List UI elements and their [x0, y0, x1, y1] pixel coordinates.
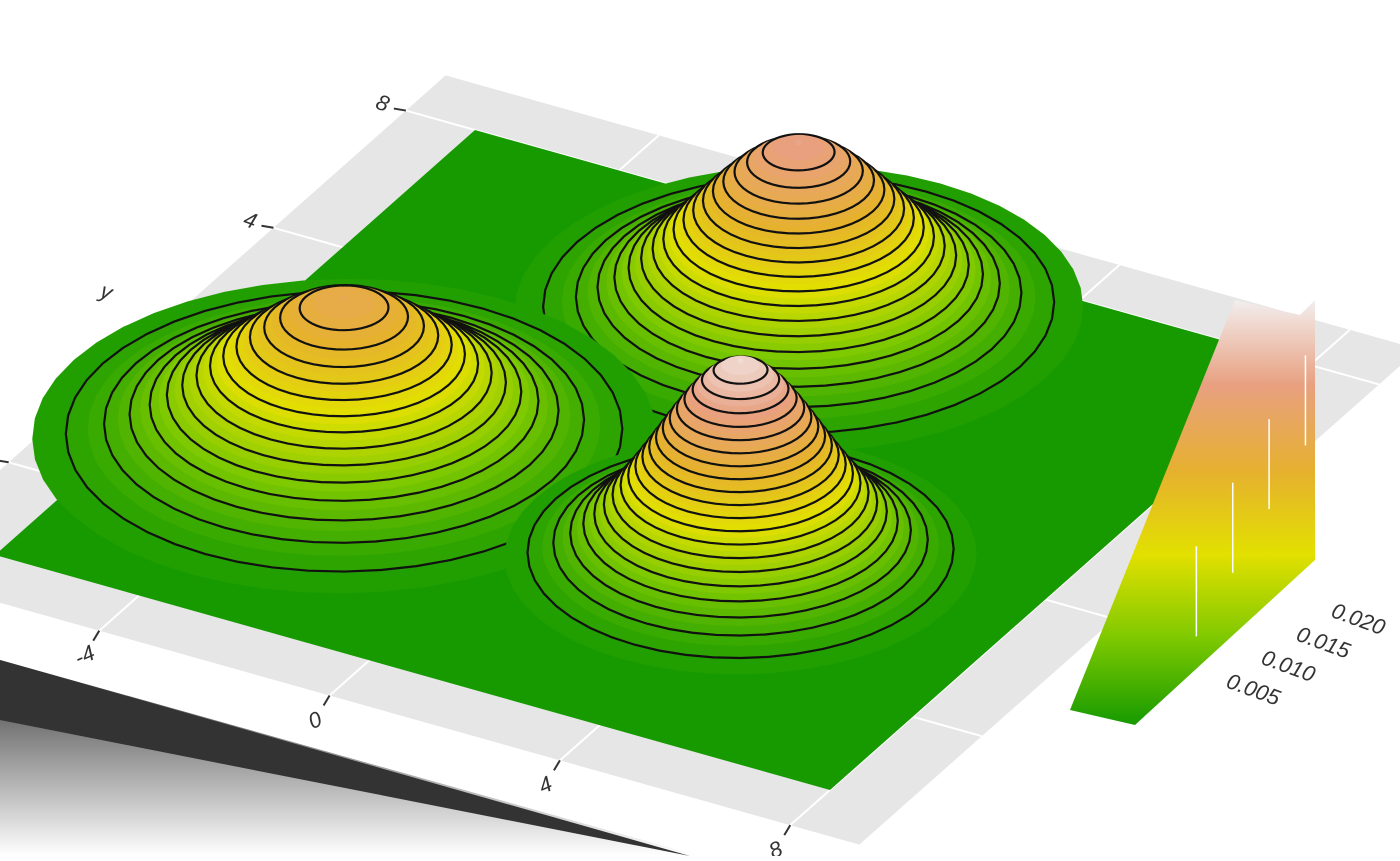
- peak-top: [795, 139, 802, 146]
- x-tick-label: 8: [765, 835, 787, 856]
- base-edge: [0, 660, 690, 856]
- peak: [504, 355, 977, 675]
- tick-mark: [783, 824, 792, 836]
- contour-layer: [721, 355, 760, 375]
- tick-mark: [92, 630, 101, 642]
- contour-layer: [773, 134, 824, 161]
- peak: [32, 278, 656, 594]
- peak: [514, 133, 1084, 453]
- tick-mark: [322, 695, 331, 707]
- x-tick-label: 0: [304, 706, 326, 734]
- colorbar: [1070, 300, 1315, 725]
- peak-top: [737, 357, 744, 364]
- tick-mark: [0, 459, 9, 464]
- tick-mark: [553, 759, 561, 771]
- surface: [32, 133, 1084, 675]
- x-tick-label: -4: [71, 640, 99, 671]
- tick-mark: [393, 107, 407, 112]
- shadow: [0, 660, 700, 856]
- legend-tick-label: 0.005: [1223, 668, 1284, 711]
- contour-layer: [312, 287, 376, 319]
- y-tick-label: 8: [373, 89, 394, 117]
- x-tick-label: 4: [535, 771, 556, 799]
- y-axis-title: y: [95, 277, 118, 306]
- y-tick-label: 4: [240, 206, 260, 234]
- peak-top: [341, 295, 348, 302]
- tick-mark: [261, 224, 274, 229]
